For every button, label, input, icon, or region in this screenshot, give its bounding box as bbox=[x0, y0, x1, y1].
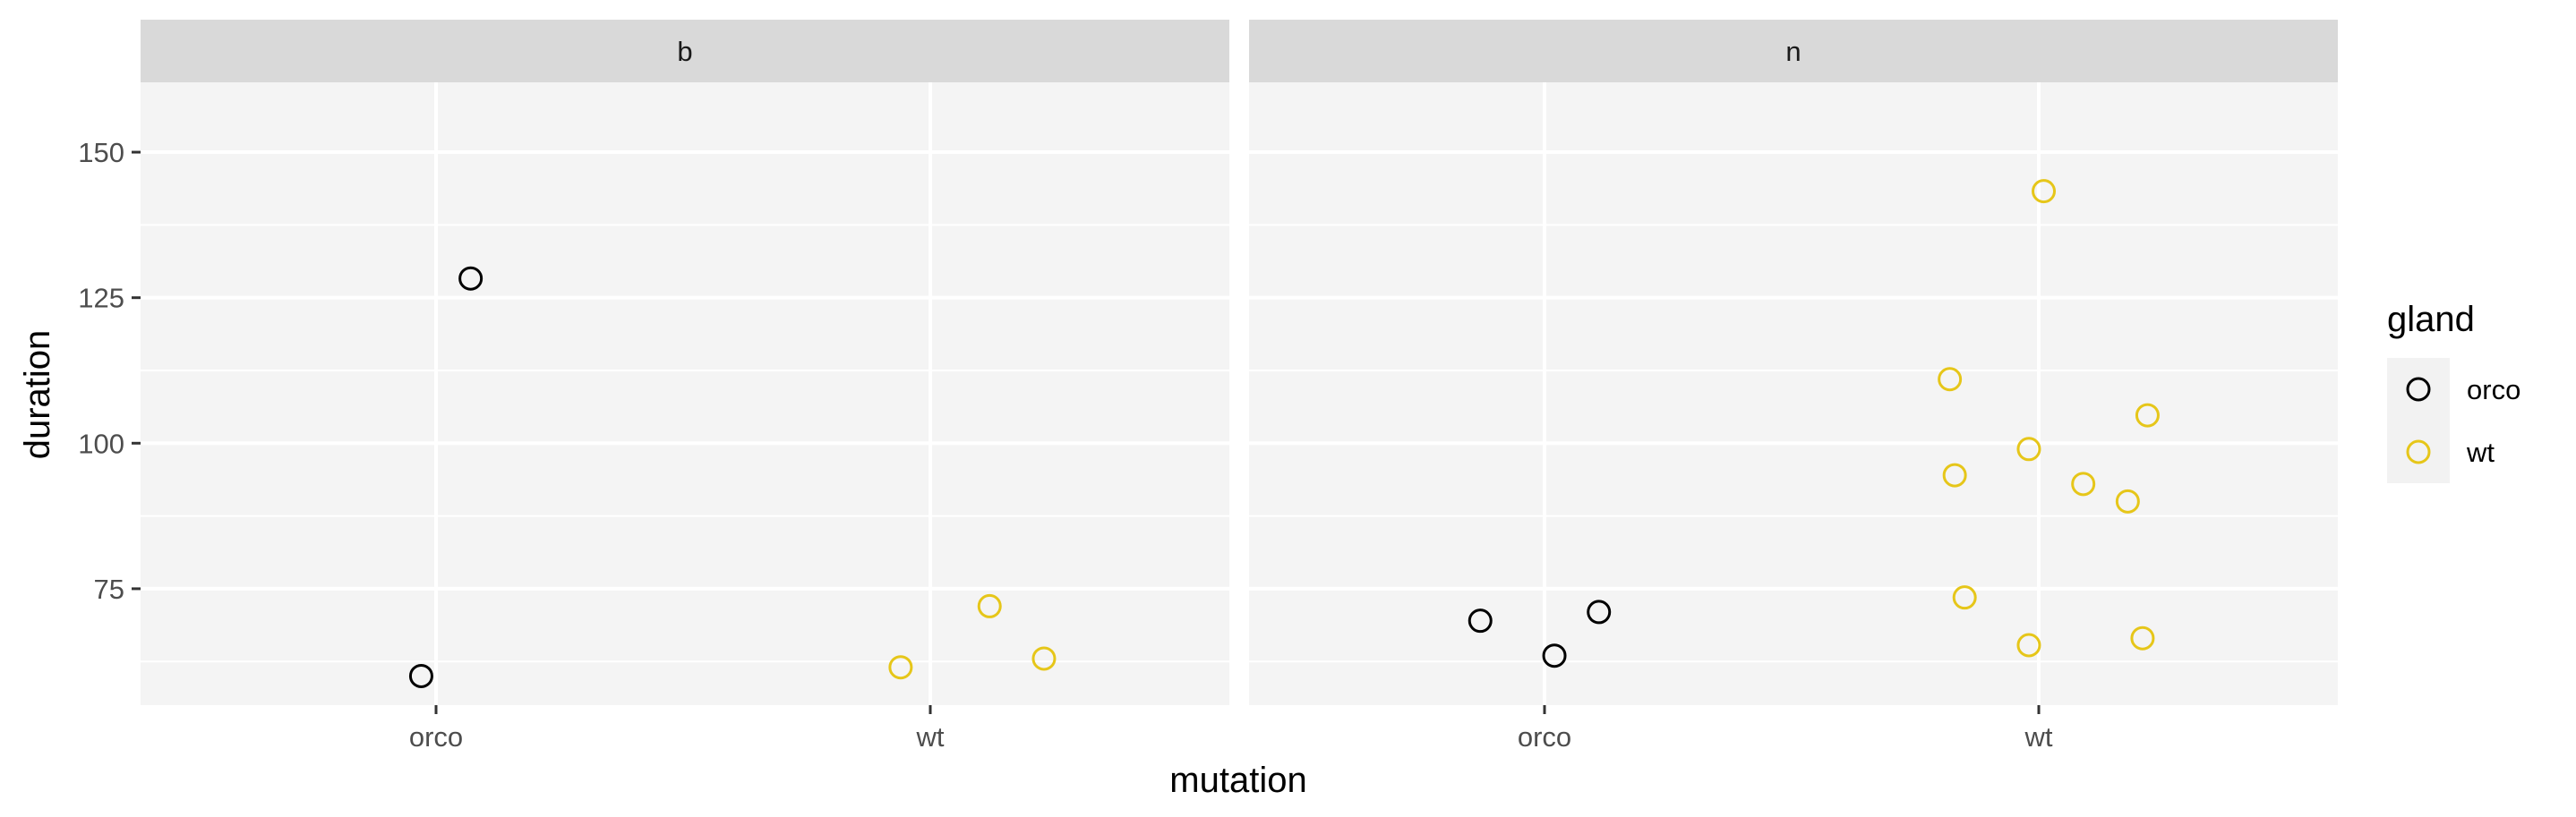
y-axis-title: duration bbox=[18, 330, 57, 460]
facet-strip-label: b bbox=[677, 36, 692, 67]
data-point-wt bbox=[2032, 179, 2057, 204]
facet-strip bbox=[1249, 20, 2338, 82]
panel-background bbox=[141, 82, 1229, 705]
data-point-wt bbox=[977, 593, 1002, 618]
x-tick-label: orco bbox=[409, 721, 463, 753]
legend-key bbox=[2387, 358, 2450, 421]
data-point-wt bbox=[2071, 472, 2096, 497]
data-point-wt bbox=[2130, 626, 2155, 651]
facet-panel-b: b bbox=[141, 20, 1229, 705]
x-axis: orco wt orco wt bbox=[409, 705, 2053, 753]
y-tick-label: 100 bbox=[78, 428, 124, 459]
facet-panel-n: n bbox=[1249, 20, 2338, 705]
legend-entry-orco: orco bbox=[2387, 358, 2520, 421]
legend-label: orco bbox=[2467, 374, 2520, 405]
legend: gland orco wt bbox=[2387, 300, 2520, 483]
y-tick-label: 75 bbox=[94, 574, 124, 605]
legend-key bbox=[2387, 421, 2450, 483]
x-axis-title: mutation bbox=[1169, 761, 1306, 800]
data-point-orco bbox=[458, 266, 484, 291]
data-point-wt bbox=[1942, 463, 1967, 488]
y-tick-label: 150 bbox=[78, 137, 124, 168]
data-point-orco bbox=[1468, 608, 1493, 634]
legend-title: gland bbox=[2387, 300, 2475, 339]
legend-marker bbox=[2406, 439, 2431, 464]
data-point-wt bbox=[1952, 585, 1977, 610]
y-axis: 75 100 125 150 bbox=[78, 137, 141, 605]
data-point-orco bbox=[1587, 600, 1612, 625]
y-tick-label: 125 bbox=[78, 283, 124, 314]
data-point-wt bbox=[888, 655, 913, 680]
data-point-wt bbox=[2135, 403, 2160, 428]
facet-strip-label: n bbox=[1785, 36, 1801, 67]
data-point-orco bbox=[1542, 643, 1567, 668]
data-point-wt bbox=[2016, 633, 2041, 658]
facet-strip bbox=[141, 20, 1229, 82]
data-point-wt bbox=[1938, 367, 1963, 392]
legend-entry-wt: wt bbox=[2387, 421, 2495, 483]
legend-marker bbox=[2406, 377, 2431, 402]
x-tick-label: orco bbox=[1518, 721, 1571, 753]
data-point-wt bbox=[1031, 646, 1057, 671]
x-tick-label: wt bbox=[2024, 721, 2053, 753]
legend-label: wt bbox=[2466, 437, 2495, 468]
x-tick-label: wt bbox=[916, 721, 945, 753]
panel-background bbox=[1249, 82, 2338, 705]
data-point-orco bbox=[408, 663, 433, 688]
data-point-wt bbox=[2115, 489, 2140, 514]
data-point-wt bbox=[2016, 437, 2041, 462]
